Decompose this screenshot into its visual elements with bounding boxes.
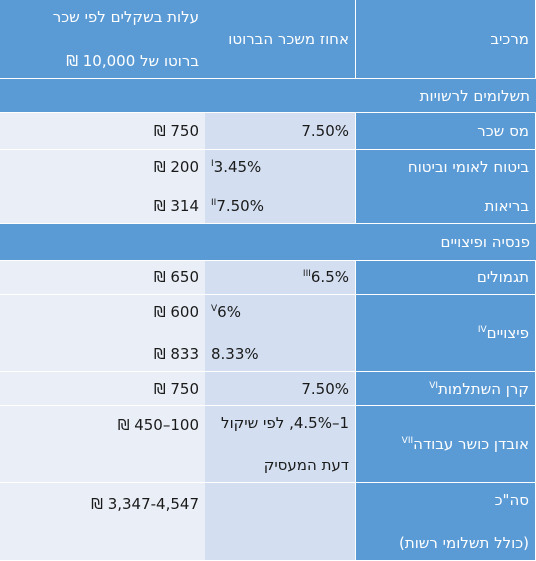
total-cost-cell: 3,347-4,547 ₪ (0, 483, 205, 561)
income-tax-cost: 750 ₪ (153, 121, 199, 140)
total-name-line1: סה"כ (494, 491, 529, 510)
severance-cost2: 833 ₪ (153, 344, 199, 363)
work-capacity-name-note: VII (401, 436, 414, 447)
header-component-cell: מרכיב (356, 0, 536, 79)
section-authorities-cell: תשלומים לרשויות (0, 78, 536, 114)
section-row-authorities: תשלומים לרשויות (0, 78, 536, 114)
work-capacity-pct-line1: 1–4.5%, לפי שיקול (221, 414, 349, 433)
severance-cost-cell: 600 ₪ 833 ₪ (0, 295, 205, 372)
work-capacity-name: אובדן כושר עבודה (413, 435, 529, 454)
table-row-study-fund: קרן השתלמותVI 7.50% 750 ₪ (0, 371, 536, 407)
study-fund-name: קרן השתלמות (438, 379, 529, 398)
table-row-work-capacity: אובדן כושר עבודהVII 1–4.5%, לפי שיקול דע… (0, 406, 536, 484)
national-insurance-pct1-note: I (211, 158, 214, 169)
study-fund-name-note: VI (429, 380, 439, 391)
total-name-line2: (כולל תשלומי רשות) (399, 534, 529, 552)
national-insurance-pct2-note: II (211, 198, 217, 209)
header-component: מרכיב (490, 29, 529, 48)
national-insurance-cost2: 314 ₪ (153, 197, 199, 216)
header-percent-cell: אחוז משכר הברוטו (205, 0, 356, 79)
severance-name-cell: פיצוייםIV (356, 295, 536, 372)
severance-pct1-note: V (211, 304, 218, 315)
section-authorities-title: תשלומים לרשויות (419, 86, 530, 105)
header-cost-line2: ברוטו של 10,000 ₪ (66, 51, 199, 70)
total-pct-cell (205, 483, 356, 561)
income-tax-cost-cell: 750 ₪ (0, 113, 205, 150)
study-fund-cost-cell: 750 ₪ (0, 371, 205, 407)
benefits-cost: 650 ₪ (153, 268, 199, 287)
work-capacity-cost: 100–450 ₪ (117, 416, 199, 435)
table-row-national-insurance: ביטוח לאומי וביטוח בריאות I3.45% II7.50%… (0, 149, 536, 225)
national-insurance-name-line2: בריאות (484, 197, 529, 216)
study-fund-pct: 7.50% (301, 379, 349, 398)
national-insurance-cost-cell: 200 ₪ 314 ₪ (0, 149, 205, 225)
national-insurance-pct-cell: I3.45% II7.50% (205, 149, 356, 225)
section-row-pension: פנסיה ופיצויים (0, 224, 536, 261)
table-row-income-tax: מס שכר 7.50% 750 ₪ (0, 113, 536, 150)
table-row-severance: פיצוייםIV V6% 8.33% 600 ₪ 833 ₪ (0, 295, 536, 372)
severance-pct1: 6% (217, 303, 241, 322)
work-capacity-cost-cell: 100–450 ₪ (0, 406, 205, 484)
total-name-cell: סה"כ (כולל תשלומי רשות) (356, 483, 536, 561)
national-insurance-cost1: 200 ₪ (153, 157, 199, 176)
header-percent: אחוז משכר הברוטו (228, 29, 349, 48)
severance-cost1: 600 ₪ (153, 303, 199, 322)
national-insurance-name-cell: ביטוח לאומי וביטוח בריאות (356, 149, 536, 225)
severance-name-note: IV (477, 325, 487, 335)
total-cost: 3,347-4,547 ₪ (91, 495, 199, 514)
work-capacity-pct-line2: דעת המעסיק (263, 456, 349, 475)
income-tax-name: מס שכר (477, 121, 529, 140)
table-row-total: סה"כ (כולל תשלומי רשות) 3,347-4,547 ₪ (0, 483, 536, 561)
study-fund-cost: 750 ₪ (153, 379, 199, 398)
severance-name: פיצויים (486, 324, 529, 342)
national-insurance-pct1: 3.45% (213, 157, 262, 176)
table-header-row: מרכיב אחוז משכר הברוטו עלות בשקלים לפי ש… (0, 0, 536, 79)
section-pension-cell: פנסיה ופיצויים (0, 224, 536, 261)
income-tax-name-cell: מס שכר (356, 113, 536, 150)
work-capacity-pct-cell: 1–4.5%, לפי שיקול דעת המעסיק (205, 406, 356, 484)
benefits-pct-cell: III6.5% (205, 260, 356, 296)
benefits-pct: 6.5% (310, 268, 349, 287)
benefits-pct-note: III (302, 269, 311, 280)
national-insurance-pct2: 7.50% (216, 197, 264, 216)
income-tax-pct-cell: 7.50% (205, 113, 356, 150)
benefits-name: תגמולים (476, 268, 529, 287)
benefits-cost-cell: 650 ₪ (0, 260, 205, 296)
severance-pct-cell: V6% 8.33% (205, 295, 356, 372)
work-capacity-name-cell: אובדן כושר עבודהVII (356, 406, 536, 484)
study-fund-pct-cell: 7.50% (205, 371, 356, 407)
income-tax-pct: 7.50% (301, 121, 349, 140)
national-insurance-name-line1: ביטוח לאומי וביטוח (407, 157, 529, 176)
benefits-name-cell: תגמולים (356, 260, 536, 296)
severance-pct2: 8.33% (211, 344, 259, 363)
study-fund-name-cell: קרן השתלמותVI (356, 371, 536, 407)
header-cost-cell: עלות בשקלים לפי שכר ברוטו של 10,000 ₪ (0, 0, 205, 79)
section-pension-title: פנסיה ופיצויים (440, 233, 531, 252)
header-cost-line1: עלות בשקלים לפי שכר (52, 8, 199, 26)
table-row-benefits: תגמולים III6.5% 650 ₪ (0, 260, 536, 296)
